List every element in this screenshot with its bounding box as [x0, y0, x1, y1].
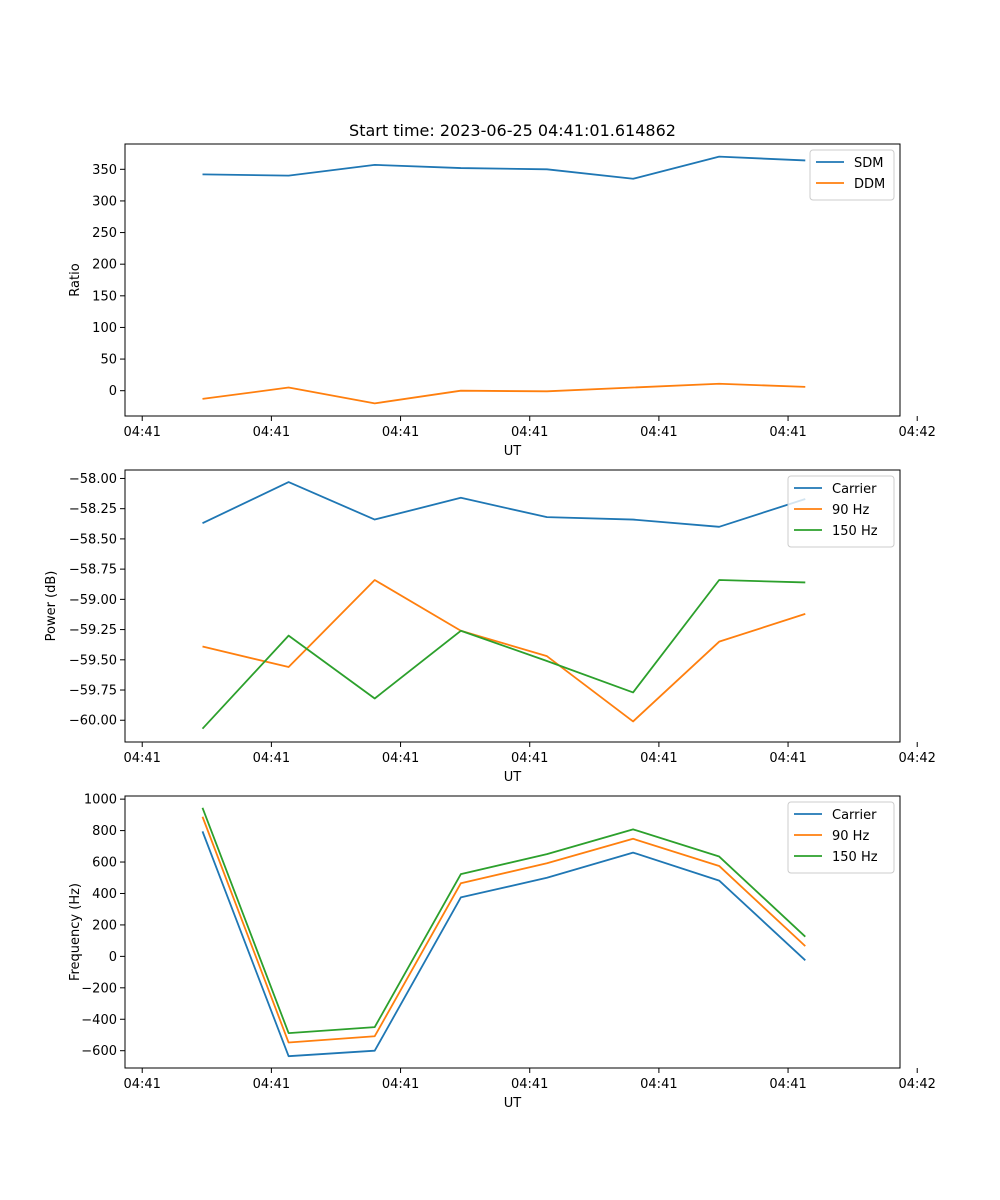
y-tick-label: −600	[81, 1044, 117, 1059]
x-tick-label: 04:41	[253, 425, 290, 440]
chart-panel-2: 04:41 04:41 04:41 04:41 04:41 04:41 04:42 −60.0…	[44, 469, 936, 785]
x-axis-label: UT	[504, 770, 522, 785]
x-tick-label: 04:41	[640, 751, 677, 766]
x-tick-label: 04:41	[123, 751, 160, 766]
y-tick-label: −59.75	[69, 684, 117, 699]
y-axis-label: Ratio	[68, 263, 83, 296]
x-tick-label: 04:41	[253, 751, 290, 766]
series-line-carrier	[201, 831, 806, 1058]
y-tick-label: 350	[92, 163, 117, 178]
x-axis-label: UT	[504, 444, 522, 459]
x-tick-label: 04:41	[382, 1077, 419, 1092]
y-tick-label: 1000	[84, 793, 117, 808]
y-tick-label: 150	[92, 289, 117, 304]
x-tick-label: 04:41	[382, 425, 419, 440]
y-tick-label: −200	[81, 981, 117, 996]
legend: Carrier 90 Hz 150 Hz	[787, 801, 895, 874]
legend-entry: 90 Hz	[832, 503, 869, 518]
series-line-90-hz	[202, 579, 806, 723]
x-tick-label: 04:41	[511, 751, 548, 766]
y-axis-label: Power (dB)	[44, 571, 59, 642]
y-tick-label: 300	[92, 194, 117, 209]
y-tick-label: 50	[100, 353, 117, 368]
y-tick-label: 0	[109, 384, 117, 399]
y-tick-label: −59.25	[69, 623, 117, 638]
y-tick-label: −400	[81, 1013, 117, 1028]
y-tick-label: 800	[92, 824, 117, 839]
x-tick-label: 04:42	[898, 1077, 935, 1092]
series-line-sdm	[202, 155, 806, 180]
y-axis-label: Frequency (Hz)	[68, 883, 83, 981]
series-line-150-hz	[201, 807, 806, 1034]
series-line-90-hz	[201, 816, 806, 1044]
series-line-carrier	[202, 481, 806, 528]
y-tick-label: −58.25	[69, 502, 117, 517]
x-tick-label: 04:41	[123, 425, 160, 440]
legend-entry: 150 Hz	[832, 524, 878, 539]
charts-container: 04:41 04:41 04:41 04:41 04:41 04:41 04:42 0 50 10…	[44, 143, 936, 1111]
x-tick-label: 04:41	[640, 1077, 677, 1092]
x-tick-label: 04:41	[640, 425, 677, 440]
legend-entry: Carrier	[832, 808, 877, 823]
y-tick-label: 200	[92, 258, 117, 273]
series-line-150-hz	[201, 579, 806, 730]
x-tick-label: 04:41	[769, 425, 806, 440]
y-tick-label: 600	[92, 856, 117, 871]
x-tick-label: 04:41	[769, 1077, 806, 1092]
y-tick-label: −58.75	[69, 563, 117, 578]
x-tick-label: 04:41	[769, 751, 806, 766]
y-tick-label: −60.00	[69, 714, 117, 729]
x-tick-label: 04:42	[898, 425, 935, 440]
chart-title: Start time: 2023-06-25 04:41:01.614862	[349, 121, 676, 140]
legend: Carrier 90 Hz 150 Hz	[787, 475, 895, 548]
legend-entry: Carrier	[832, 482, 877, 497]
x-tick-label: 04:41	[511, 425, 548, 440]
plot-frame	[124, 469, 901, 743]
y-tick-label: −59.50	[69, 653, 117, 668]
y-tick-label: −58.50	[69, 532, 117, 547]
legend-entry: DDM	[854, 177, 885, 192]
series-line-ddm	[202, 382, 806, 405]
y-tick-label: 0	[109, 950, 117, 965]
chart-panel-1: 04:41 04:41 04:41 04:41 04:41 04:41 04:42 0 50 10…	[68, 143, 936, 459]
legend-entry: 150 Hz	[832, 850, 878, 865]
y-tick-label: 100	[92, 321, 117, 336]
y-tick-label: 400	[92, 887, 117, 902]
y-tick-label: 250	[92, 226, 117, 241]
y-tick-label: 200	[92, 918, 117, 933]
legend: SDM DDM	[809, 149, 895, 201]
plot-frame	[124, 795, 901, 1069]
y-tick-label: −58.00	[69, 472, 117, 487]
legend-entry: 90 Hz	[832, 829, 869, 844]
x-tick-label: 04:41	[123, 1077, 160, 1092]
y-tick-label: −59.00	[69, 593, 117, 608]
plot-frame	[124, 143, 901, 417]
x-tick-label: 04:42	[898, 751, 935, 766]
legend-entry: SDM	[854, 156, 883, 171]
x-tick-label: 04:41	[511, 1077, 548, 1092]
x-tick-label: 04:41	[382, 751, 419, 766]
x-tick-label: 04:41	[253, 1077, 290, 1092]
chart-panel-3: 04:41 04:41 04:41 04:41 04:41 04:41 04:42 −600 −…	[68, 793, 936, 1111]
x-axis-label: UT	[504, 1096, 522, 1111]
